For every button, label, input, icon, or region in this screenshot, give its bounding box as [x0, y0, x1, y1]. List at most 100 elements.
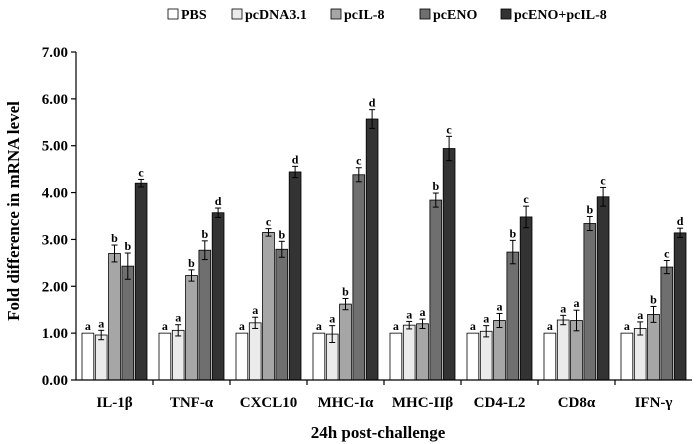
significance-label: c — [356, 154, 362, 168]
bar — [262, 231, 275, 381]
y-axis-title: Fold difference in mRNA level — [4, 101, 23, 321]
x-category-label: TNF-α — [170, 395, 214, 411]
x-axis-title: 24h post-challenge — [311, 423, 446, 442]
bar — [171, 329, 185, 381]
x-axis: IL-1β TNF-α CXCL10 MHC-Iα MHC-IIβ CD4-L2 CD8α I… — [76, 379, 692, 411]
x-category-label: MHC-Iα — [318, 395, 374, 411]
legend-swatch — [330, 8, 342, 20]
bar — [352, 174, 366, 381]
legend-swatch — [167, 8, 179, 20]
legend-label: pcDNA3.1 — [245, 8, 307, 23]
bar — [94, 334, 108, 381]
significance-label: b — [201, 227, 208, 241]
significance-label: a — [574, 296, 580, 310]
legend-swatch — [419, 8, 431, 20]
significance-label: a — [252, 303, 258, 317]
significance-label: a — [316, 319, 322, 333]
significance-label: b — [509, 226, 516, 240]
bar — [365, 118, 379, 381]
significance-label: a — [470, 319, 476, 333]
bar — [158, 332, 172, 381]
significance-label: d — [215, 194, 222, 208]
y-tick-label: 1.00 — [42, 326, 68, 342]
legend-swatch — [500, 8, 512, 20]
significance-label: c — [664, 247, 670, 261]
bar — [198, 249, 212, 381]
significance-label: b — [124, 239, 131, 253]
significance-label: a — [624, 319, 630, 333]
x-category-label: IL-1β — [96, 395, 132, 411]
significance-label: b — [650, 292, 657, 306]
significance-label: c — [266, 215, 272, 229]
legend-label: pcENO+pcIL-8 — [514, 8, 607, 23]
y-tick-label: 3.00 — [42, 232, 68, 248]
significance-label: b — [278, 227, 285, 241]
bar — [288, 171, 302, 381]
significance-label: b — [432, 179, 439, 193]
bar — [121, 265, 135, 381]
bar — [583, 223, 597, 381]
bar — [660, 266, 674, 381]
bar — [81, 332, 95, 381]
significance-label: a — [497, 299, 503, 313]
legend-label: pcENO — [433, 8, 477, 23]
bar — [416, 323, 429, 381]
significance-label: b — [111, 231, 118, 245]
significance-label: a — [420, 305, 426, 319]
bar — [442, 148, 456, 381]
x-category-label: CD4-L2 — [474, 395, 526, 411]
legend: PBS pcDNA3.1 pcIL-8 pcENO pcENO+pcIL-8 — [167, 8, 607, 23]
significance-label: a — [175, 311, 181, 325]
bar — [429, 199, 443, 381]
significance-label: c — [600, 173, 606, 187]
x-category-label: IFN-γ — [635, 395, 673, 411]
y-tick-label: 4.00 — [42, 186, 68, 202]
significance-label: d — [677, 214, 684, 228]
bar — [402, 324, 416, 381]
bar — [596, 196, 610, 381]
bar — [211, 212, 225, 381]
significance-label: a — [393, 319, 399, 333]
bar — [248, 322, 262, 381]
legend-label: pcIL-8 — [344, 8, 384, 23]
y-tick-label: 5.00 — [42, 139, 68, 155]
significance-label: a — [483, 312, 489, 326]
significance-label: a — [560, 301, 566, 315]
significance-label: a — [239, 319, 245, 333]
y-axis: 0.00 1.00 2.00 3.00 4.00 5.00 6.00 7.00 — [42, 45, 77, 389]
significance-label: c — [138, 165, 144, 179]
y-tick-label: 2.00 — [42, 279, 68, 295]
significance-label: d — [292, 152, 299, 166]
significance-label: b — [342, 284, 349, 298]
bar — [647, 313, 660, 381]
bar — [556, 319, 570, 381]
significance-label: b — [586, 202, 593, 216]
x-category-label: MHC-IIβ — [392, 395, 453, 411]
significance-label: b — [188, 256, 195, 270]
significance-label: a — [98, 316, 104, 330]
significance-label: c — [446, 122, 452, 136]
bar — [543, 332, 557, 381]
bar — [312, 332, 326, 381]
bar — [493, 320, 506, 381]
bar — [479, 330, 493, 381]
significance-label: a — [406, 307, 412, 321]
y-tick-label: 0.00 — [42, 373, 68, 389]
bar — [134, 182, 148, 381]
bar — [673, 232, 687, 381]
bar — [633, 328, 647, 381]
significance-label: a — [547, 319, 553, 333]
significance-label: d — [369, 96, 376, 110]
bar — [185, 275, 198, 381]
bar — [389, 332, 403, 381]
y-tick-label: 7.00 — [42, 45, 68, 61]
significance-label: a — [85, 319, 91, 333]
bar — [506, 251, 520, 381]
x-category-label: CXCL10 — [240, 395, 298, 411]
bar — [339, 303, 352, 381]
significance-label: a — [637, 308, 643, 322]
bar — [620, 332, 634, 381]
x-category-label: CD8α — [558, 395, 596, 411]
